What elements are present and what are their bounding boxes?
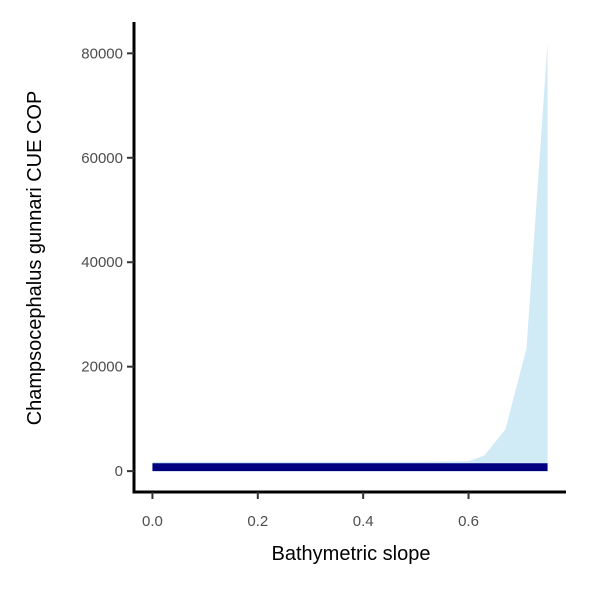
fitted-band-area [152,463,548,472]
x-tick-label: 0.6 [458,513,479,530]
y-axis-ticks: 0 20000 40000 60000 80000 [81,45,134,480]
x-axis-ticks: 0.0 0.2 0.4 0.6 [142,492,479,530]
x-tick-label: 0.0 [142,513,163,530]
y-tick-label: 80000 [81,45,123,62]
y-axis-title: Champsocephalus gunnari CUE COP [24,91,46,426]
plot-area [152,42,548,472]
x-tick-label: 0.2 [247,513,268,530]
y-tick-label: 60000 [81,150,123,167]
upper-band-area [152,42,548,472]
x-axis-title: Bathymetric slope [272,543,431,565]
y-tick-label: 20000 [81,359,123,376]
y-tick-label: 0 [115,463,123,480]
y-tick-label: 40000 [81,254,123,271]
x-tick-label: 0.4 [353,513,374,530]
